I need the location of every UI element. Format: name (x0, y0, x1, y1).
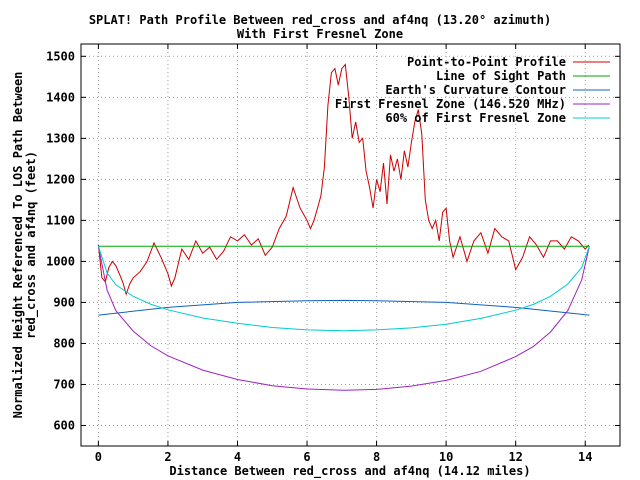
y-tick-label: 1400 (46, 90, 75, 104)
x-tick-label: 12 (508, 450, 522, 464)
x-tick-label: 4 (234, 450, 241, 464)
legend-label-3: Earth's Curvature Contour (385, 83, 566, 97)
y-tick-label: 1300 (46, 131, 75, 145)
series-group (97, 63, 590, 391)
grid (81, 44, 620, 446)
x-tick-label: 14 (578, 450, 592, 464)
y-tick-label: 800 (53, 336, 75, 350)
y-tick-label: 700 (53, 377, 75, 391)
x-tick-label: 0 (95, 450, 102, 464)
legend-label-4: First Fresnel Zone (146.520 MHz) (335, 97, 566, 111)
legend-label-5: 60% of First Fresnel Zone (385, 111, 566, 125)
y-tick-label: 600 (53, 418, 75, 432)
x-tick-label: 6 (303, 450, 310, 464)
x-tick-label: 8 (373, 450, 380, 464)
legend-label-2: Line of Sight Path (436, 69, 566, 83)
y-tick-label: 1100 (46, 213, 75, 227)
tick-labels: 0 2 4 6 8 10 12 14 600 700 800 900 1000 1100 1200 1300 1… (46, 49, 592, 464)
plot-frame (80, 43, 621, 447)
y-tick-label: 1500 (46, 49, 75, 63)
x-tick-label: 2 (164, 450, 171, 464)
x-axis-label: Distance Between red_cross and af4nq (14… (169, 464, 531, 478)
chart-title: SPLAT! Path Profile Between red_cross an… (88, 13, 552, 27)
y-tick-label: 1000 (46, 254, 75, 268)
legend-label-1: Point-to-Point Profile (407, 55, 566, 69)
y-tick-label: 1200 (46, 172, 75, 186)
x-tick-label: 10 (439, 450, 453, 464)
series-line-4 (97, 246, 590, 391)
y-tick-label: 900 (53, 295, 75, 309)
series-line-1 (97, 63, 590, 296)
chart-subtitle: With First Fresnel Zone (236, 27, 404, 41)
series-line-3 (98, 299, 590, 316)
series-line-5 (97, 246, 590, 332)
